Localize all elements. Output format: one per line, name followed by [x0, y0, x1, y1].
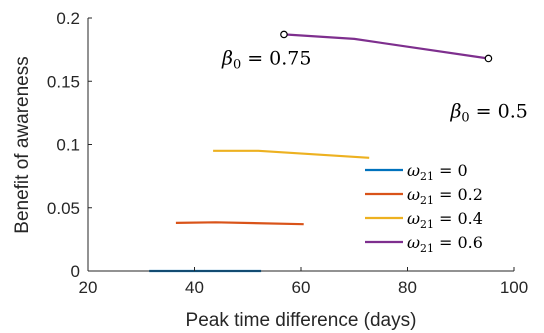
legend-label-1: ω21 = 0.2 [407, 185, 483, 207]
series-line-3 [283, 33, 489, 60]
legend-label-2-symbol: ω [407, 209, 420, 228]
annotation-label-1-subscript: 0 [461, 110, 469, 125]
annotation-label-1: β0 = 0.5 [449, 100, 527, 125]
x-tick-label-0: 20 [79, 278, 98, 297]
legend-label-1-symbol: ω [407, 185, 420, 204]
legend-label-0: ω21 = 0 [407, 161, 468, 183]
annotation-label-1-symbol: β [449, 100, 461, 122]
annotation-marker-0 [280, 30, 288, 39]
annotation-label-0-value: = 0.75 [241, 47, 311, 69]
legend-label-1-subscript: 21 [420, 194, 434, 207]
legend-label-3-subscript: 21 [420, 242, 434, 255]
y-tick-label-3: 0.15 [47, 72, 80, 91]
annotation-label-0: β0 = 0.75 [221, 47, 312, 72]
legend-label-2-subscript: 21 [420, 218, 434, 231]
legend-label-0-value: = 0 [434, 161, 468, 180]
legend-label-3-value: = 0.6 [434, 233, 483, 252]
annotation-label-0-symbol: β [221, 47, 233, 69]
y-tick-label-0: 0 [71, 262, 80, 281]
series-line-2 [213, 149, 370, 159]
y-tick-label-2: 0.1 [56, 136, 80, 155]
x-tick-label-4: 100 [500, 278, 528, 297]
legend-label-2: ω21 = 0.4 [407, 209, 483, 231]
legend-label-3-symbol: ω [407, 233, 420, 252]
legend-label-2-value: = 0.4 [434, 209, 483, 228]
y-tick-label-1: 0.05 [47, 199, 80, 218]
x-tick-label-2: 60 [292, 278, 311, 297]
x-tick-label-1: 40 [185, 278, 204, 297]
annotation-label-0-subscript: 0 [233, 57, 241, 72]
y-tick-label-4: 0.2 [56, 9, 80, 28]
legend-label-0-symbol: ω [407, 161, 420, 180]
y-axis-label: Benefit of awareness [12, 56, 33, 233]
annotation-label-1-value: = 0.5 [470, 100, 528, 122]
plot-background [88, 18, 514, 271]
x-axis-label: Peak time difference (days) [186, 310, 417, 331]
legend-label-0-subscript: 21 [420, 170, 434, 183]
x-tick-label-3: 80 [398, 278, 417, 297]
legend-label-3: ω21 = 0.6 [407, 233, 483, 255]
ticks: 20 40 60 80 100 0 0.05 0.1 0.15 0.2 [47, 9, 528, 297]
annotation-marker-1 [484, 54, 493, 63]
series-line-1 [175, 221, 304, 226]
legend-label-1-value: = 0.2 [434, 185, 483, 204]
